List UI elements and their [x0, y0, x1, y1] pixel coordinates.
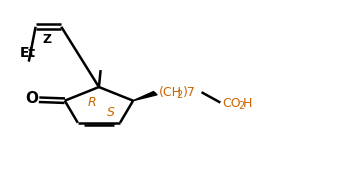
- Text: 2: 2: [238, 101, 244, 111]
- Text: Et: Et: [20, 46, 36, 60]
- Text: S: S: [107, 106, 115, 119]
- Text: 2: 2: [177, 90, 183, 100]
- Polygon shape: [133, 91, 157, 101]
- Text: Z: Z: [42, 32, 51, 45]
- Text: H: H: [243, 97, 252, 110]
- Text: )7: )7: [183, 86, 196, 99]
- Text: (CH: (CH: [159, 86, 182, 99]
- Text: O: O: [25, 91, 38, 106]
- Text: CO: CO: [222, 97, 241, 110]
- Text: R: R: [88, 96, 96, 109]
